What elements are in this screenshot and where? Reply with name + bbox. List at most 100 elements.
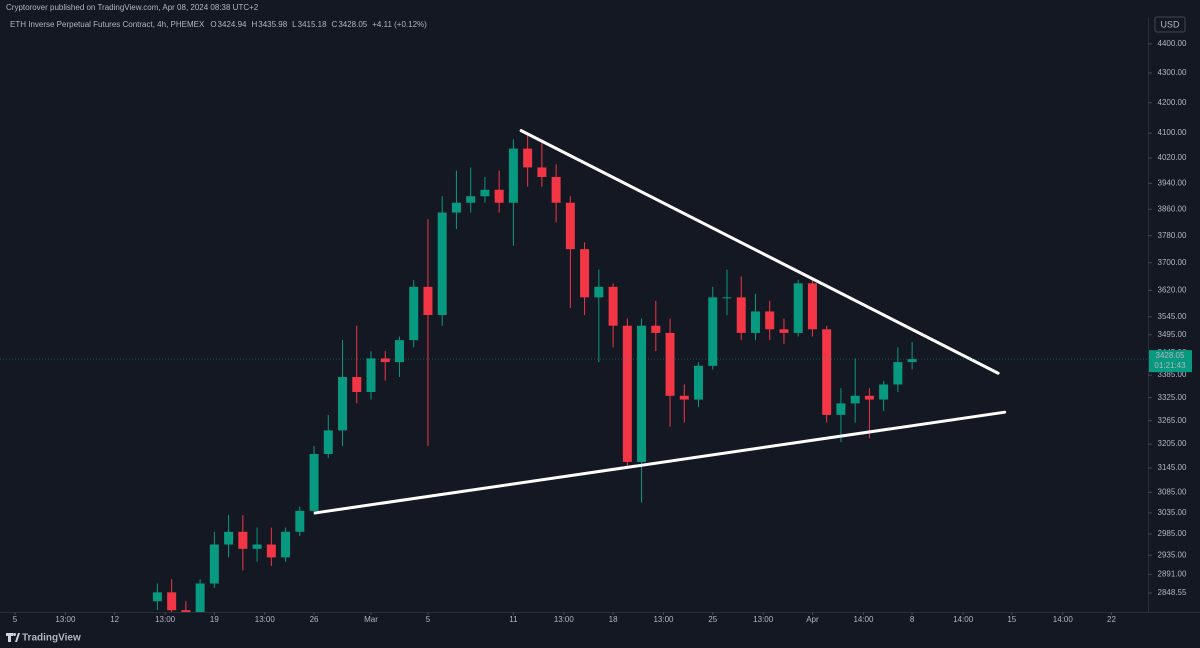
candle-body: [195, 583, 205, 612]
y-tick-label: 4200.00: [1158, 98, 1187, 107]
candle-body: [637, 325, 647, 462]
y-tick-label: 2985.00: [1158, 529, 1187, 538]
candle-body: [508, 148, 518, 203]
y-tick-label: 3860.00: [1158, 204, 1187, 213]
candle-body: [152, 592, 162, 602]
x-tick-label: 5: [426, 615, 431, 624]
candle-body: [907, 359, 917, 363]
y-tick-label: 2891.00: [1158, 569, 1187, 578]
candle-body: [608, 286, 618, 326]
x-tick-label: 13:00: [255, 615, 276, 624]
y-tick-label: 3545.00: [1158, 312, 1187, 321]
y-tick-label: 3495.00: [1158, 330, 1187, 339]
candle-body: [665, 332, 675, 396]
candle-body: [323, 430, 333, 454]
x-tick-label: Mar: [364, 615, 378, 624]
candle-body: [494, 189, 504, 203]
candle-body: [352, 376, 362, 392]
field-label: O: [210, 20, 216, 29]
y-tick-label: 2848.55: [1158, 588, 1187, 597]
field-value: 3428.05: [338, 20, 367, 29]
currency-box: [1154, 16, 1186, 33]
candle-body: [224, 531, 234, 545]
field-label: L: [292, 20, 297, 29]
x-tick-label: 18: [609, 615, 618, 624]
change: +4.11 (+0.12%): [372, 20, 427, 29]
candle-body: [167, 592, 177, 611]
plot-area: [0, 129, 1148, 612]
field-label: C: [332, 20, 338, 29]
last-price-box: [1149, 350, 1192, 373]
y-tick-label: 4100.00: [1158, 128, 1187, 137]
y-tick-label: 3085.00: [1158, 487, 1187, 496]
candle-body: [793, 283, 803, 333]
x-tick-label: 13:00: [753, 615, 774, 624]
candle-body: [822, 329, 832, 415]
field-label: H: [251, 20, 257, 29]
y-tick-label: 4020.00: [1158, 153, 1187, 162]
candle-body: [580, 249, 590, 298]
candle-body: [722, 297, 732, 299]
y-tick-label: 3385.00: [1158, 370, 1187, 379]
candle-body: [281, 531, 291, 558]
last-price: 3428.05: [1156, 351, 1185, 360]
candle-body: [836, 403, 846, 415]
brand: TradingView: [22, 633, 81, 644]
candle-body: [736, 297, 746, 333]
candle-body: [864, 395, 874, 400]
candle-body: [409, 286, 419, 341]
y-tick-label: 3325.00: [1158, 393, 1187, 402]
candle-body: [807, 283, 817, 330]
candle-body: [466, 196, 476, 203]
candle-body: [594, 286, 604, 298]
candle-body: [679, 395, 689, 400]
y-tick-label: 3700.00: [1158, 258, 1187, 267]
candle-body: [779, 329, 789, 333]
y-tick-label: 2935.00: [1158, 550, 1187, 559]
field-value: 3435.98: [258, 20, 287, 29]
x-tick-label: 11: [509, 615, 518, 624]
x-tick-label: 14:00: [1053, 615, 1074, 624]
y-tick-label: 3035.00: [1158, 508, 1187, 517]
x-tick-label: 5: [13, 615, 18, 624]
candle-body: [209, 544, 219, 584]
candle-body: [366, 358, 376, 392]
x-tick-label: 12: [110, 615, 119, 624]
symbol: ETH Inverse Perpetual Futures Contract, …: [10, 20, 205, 29]
y-tick-label: 3620.00: [1158, 285, 1187, 294]
x-tick-label: 25: [708, 615, 717, 624]
candle-body: [394, 340, 404, 363]
candle-body: [750, 311, 760, 333]
y-tick-label: 4400.00: [1158, 39, 1187, 48]
x-tick-label: 14:00: [853, 615, 874, 624]
y-tick-label: 3780.00: [1158, 231, 1187, 240]
candle-body: [765, 311, 775, 330]
candle-body: [181, 610, 191, 612]
candle-body: [537, 167, 547, 177]
candle-body: [565, 202, 575, 250]
publisher: Cryptorover published on TradingView.com…: [6, 3, 259, 12]
candle-body: [480, 189, 490, 197]
x-tick-label: Apr: [806, 615, 819, 624]
candle-body: [651, 325, 661, 333]
candle-body: [238, 531, 248, 549]
x-tick-label: 13:00: [653, 615, 674, 624]
candle-body: [893, 362, 903, 385]
candle-body: [850, 395, 860, 404]
candle-body: [694, 365, 704, 400]
candle-body: [338, 376, 348, 431]
countdown: 01:21:43: [1154, 361, 1186, 370]
y-tick-label: 3265.00: [1158, 416, 1187, 425]
candle-body: [266, 544, 276, 558]
x-tick-label: 15: [1007, 615, 1016, 624]
x-tick-label: 13:00: [554, 615, 575, 624]
y-tick-label: 3145.00: [1158, 463, 1187, 472]
candle-body: [451, 202, 461, 213]
x-tick-label: 13:00: [155, 615, 176, 624]
y-tick-label: 3205.00: [1158, 439, 1187, 448]
field-value: 3424.94: [218, 20, 247, 29]
y-tick-label: 4300.00: [1158, 68, 1187, 77]
candle-body: [879, 384, 889, 400]
